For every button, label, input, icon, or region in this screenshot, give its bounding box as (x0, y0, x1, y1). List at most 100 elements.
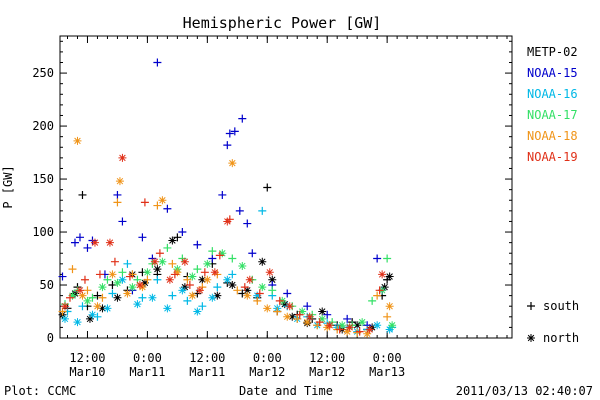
noaa-19-south-point (215, 251, 224, 260)
noaa-15-south-point (238, 114, 247, 123)
y-tick-label: 50 (40, 278, 54, 292)
noaa-17-south-point (208, 247, 217, 256)
noaa-18-south-point (153, 201, 162, 210)
y-axis-label: P [GW] (1, 165, 15, 208)
noaa-16-south-point (228, 270, 237, 279)
noaa-16-south-point (108, 289, 117, 298)
noaa-15-south-point (225, 129, 234, 138)
noaa-19-north-point (150, 257, 159, 266)
x-tick-time-label: 0:00 (133, 351, 162, 365)
noaa-18-south-point (83, 286, 92, 295)
noaa-16-north-point (385, 325, 394, 334)
noaa-19-south-point (140, 198, 149, 207)
noaa-17-north-point (358, 318, 367, 327)
noaa-17-north-point (128, 283, 137, 292)
noaa-19-south-point (110, 257, 119, 266)
legend-south-label: south (543, 299, 579, 313)
noaa-19-south-point (355, 327, 364, 336)
noaa-19-north-point (135, 281, 144, 290)
metp-02-north-point (213, 291, 222, 300)
metp-02-north-point (113, 293, 122, 302)
noaa-17-south-point (228, 254, 237, 263)
marker-legend: south north (527, 299, 579, 345)
noaa-19-south-point (295, 310, 304, 319)
noaa-19-north-point (325, 321, 334, 330)
noaa-15-south-point (138, 233, 147, 242)
noaa-15-south-point (373, 254, 382, 263)
noaa-16-north-point (88, 310, 97, 319)
y-tick-label: 250 (32, 66, 54, 80)
legend-entry-noaa-19: NOAA-19 (527, 150, 578, 164)
noaa-19-north-point (223, 217, 232, 226)
noaa-15-south-point (243, 219, 252, 228)
noaa-19-north-point (75, 286, 84, 295)
noaa-19-south-point (335, 325, 344, 334)
noaa-17-north-point (68, 291, 77, 300)
noaa-15-south-point (343, 314, 352, 323)
noaa-17-north-point (258, 283, 267, 292)
footer-plot-credit: Plot: CCMC (4, 384, 76, 398)
noaa-15-south-point (83, 243, 92, 252)
noaa-18-north-point (243, 291, 252, 300)
noaa-19-south-point (240, 283, 249, 292)
y-tick-label: 100 (32, 225, 54, 239)
y-tick-label: 0 (47, 331, 54, 345)
noaa-19-north-point (118, 153, 127, 162)
noaa-18-south-point (113, 198, 122, 207)
metp-02-north-point (353, 321, 362, 330)
noaa-17-south-point (118, 268, 127, 277)
x-tick-time-label: 12:00 (69, 351, 105, 365)
legend-north-marker (527, 334, 535, 342)
metp-02-north-point (85, 314, 94, 323)
noaa-15-south-point (118, 217, 127, 226)
noaa-18-south-point (383, 312, 392, 321)
noaa-16-south-point (168, 291, 177, 300)
noaa-17-north-point (158, 257, 167, 266)
noaa-18-south-point (273, 307, 282, 316)
x-tick-time-label: 12:00 (189, 351, 225, 365)
y-tick-label: 150 (32, 172, 54, 186)
x-tick-time-label: 12:00 (309, 351, 345, 365)
metp-02-south-point (78, 190, 87, 199)
noaa-15-south-point (163, 204, 172, 213)
noaa-18-north-point (93, 302, 102, 311)
noaa-19-south-point (155, 249, 164, 258)
x-tick-date-label: Mar10 (69, 365, 105, 379)
metp-02-south-point (173, 233, 182, 242)
noaa-19-north-point (90, 238, 99, 247)
noaa-15-south-point (223, 141, 232, 150)
noaa-17-south-point (268, 286, 277, 295)
noaa-19-north-point (365, 325, 374, 334)
metp-02-south-point (263, 183, 272, 192)
legend-entry-noaa-16: NOAA-16 (527, 87, 578, 101)
noaa-16-north-point (148, 293, 157, 302)
metp-02-north-point (288, 312, 297, 321)
metp-02-north-point (153, 265, 162, 274)
noaa-18-north-point (115, 177, 124, 186)
noaa-15-south-point (218, 190, 227, 199)
legend-entry-noaa-18: NOAA-18 (527, 129, 578, 143)
noaa-18-south-point (233, 286, 242, 295)
legend: METP-02 NOAA-15 NOAA-16 NOAA-17 NOAA-18 NOAA-… (527, 45, 578, 164)
metp-02-south-point (93, 291, 102, 300)
noaa-19-south-point (95, 270, 104, 279)
noaa-19-south-point (275, 296, 284, 305)
noaa-19-north-point (265, 268, 274, 277)
noaa-17-north-point (338, 321, 347, 330)
noaa-15-south-point (153, 58, 162, 67)
x-tick-date-label: Mar12 (309, 365, 345, 379)
noaa-16-north-point (178, 286, 187, 295)
noaa-16-north-point (163, 304, 172, 313)
noaa-18-north-point (173, 268, 182, 277)
noaa-16-north-point (208, 293, 217, 302)
noaa-15-south-point (303, 302, 312, 311)
noaa-15-south-point (113, 190, 122, 199)
metp-02-north-point (228, 281, 237, 290)
noaa-19-north-point (345, 323, 354, 332)
noaa-19-north-point (105, 238, 114, 247)
x-tick-time-label: 0:00 (253, 351, 282, 365)
noaa-16-south-point (183, 296, 192, 305)
metp-02-north-point (258, 257, 267, 266)
chart-title: Hemispheric Power [GW] (183, 14, 382, 32)
noaa-16-south-point (213, 283, 222, 292)
